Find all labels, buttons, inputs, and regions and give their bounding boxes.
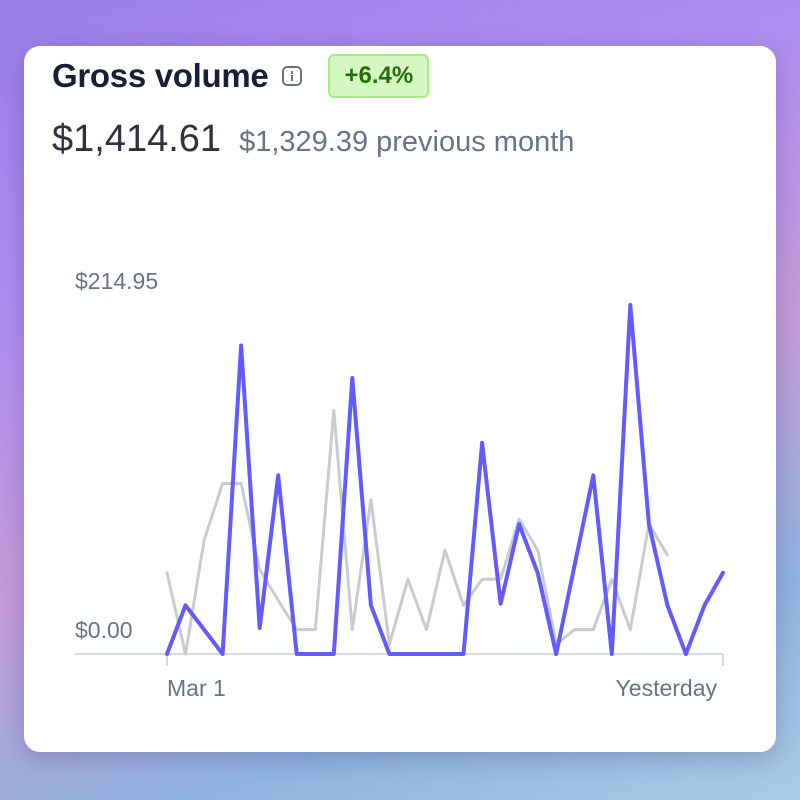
y-tick-label: $0.00 [75, 617, 133, 643]
line-series [165, 303, 725, 656]
x-tick-label: Yesterday [616, 675, 718, 701]
card [24, 46, 776, 752]
y-tick-label: $214.95 [75, 268, 158, 294]
comparison: $1,329.39 previous month [239, 126, 575, 158]
total-value: $1,414.61 [52, 118, 222, 160]
x-tick-label: Mar 1 [167, 675, 226, 701]
line-series [165, 409, 669, 656]
title: Gross volume [52, 57, 269, 94]
info-icon[interactable] [282, 66, 303, 86]
summary: $1,414.61 $1,329.39 previous month [52, 118, 574, 161]
header: Gross volume +6.4% [52, 54, 430, 98]
change-badge: +6.4% [328, 54, 430, 98]
